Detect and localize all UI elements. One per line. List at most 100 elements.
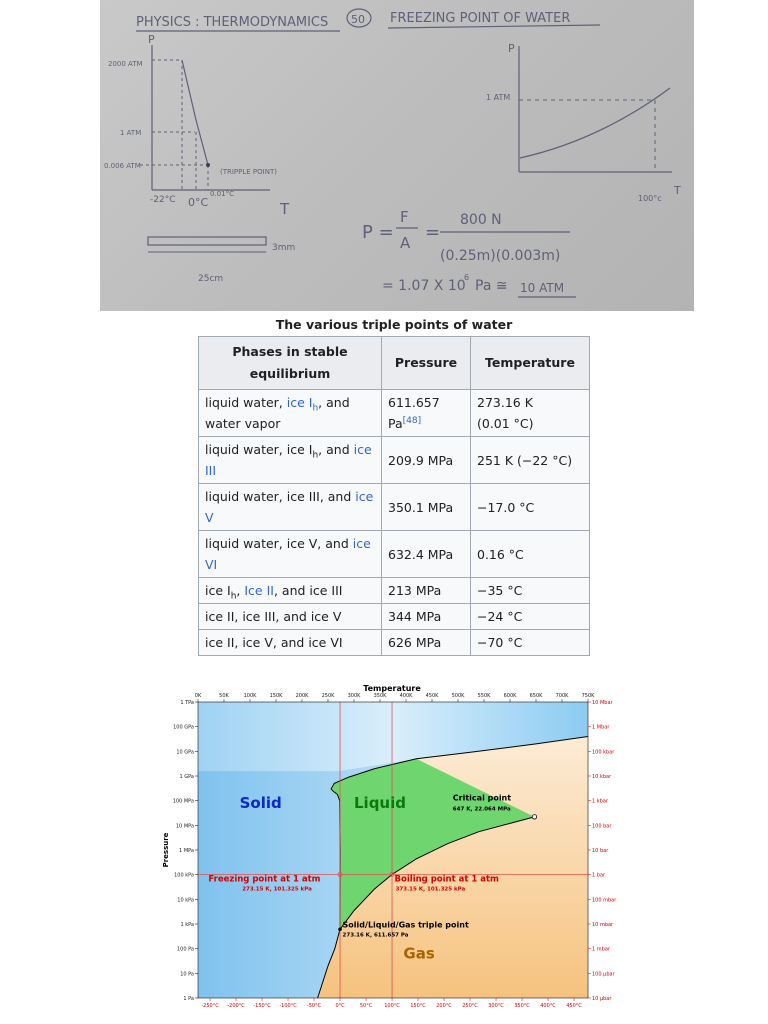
svg-text:25cm: 25cm bbox=[198, 274, 223, 284]
x-bottom-tick-label: 200°C bbox=[436, 1003, 452, 1009]
y-left-tick-label: 100 GPa bbox=[173, 725, 194, 731]
x-top-tick-label: 650K bbox=[530, 693, 544, 699]
pressure-cell: 209.9 MPa bbox=[381, 436, 471, 484]
temperature-cell: −24 °C bbox=[470, 603, 590, 630]
y-right-tick-label: 10 Mbar bbox=[592, 700, 614, 706]
vaporization-curve bbox=[339, 816, 535, 930]
y-right-tick-label: 10 bar bbox=[592, 848, 609, 854]
pressure-cell: 350.1 MPa bbox=[381, 483, 471, 531]
solid-label: Solid bbox=[240, 794, 282, 812]
y-right-tick-label: 100 mbar bbox=[592, 897, 617, 903]
y-left-tick-label: 10 kPa bbox=[177, 897, 194, 903]
x-top-tick-label: 300K bbox=[348, 693, 362, 699]
critical-point-marker bbox=[531, 814, 538, 820]
x-bottom-tick-label: 300°C bbox=[488, 1003, 504, 1009]
x-bottom-tick-label: 0°C bbox=[335, 1003, 345, 1009]
svg-text:10 ATM: 10 ATM bbox=[520, 281, 564, 295]
y-left-tick-label: 1 kPa bbox=[180, 922, 194, 928]
ice-ii-link[interactable]: Ice II bbox=[244, 583, 274, 598]
x-top-tick-label: 600K bbox=[504, 693, 518, 699]
pressure-cell: 626 MPa bbox=[381, 629, 471, 656]
ice-v-link[interactable]: ice V bbox=[205, 489, 374, 525]
x-top-tick-label: 550K bbox=[478, 693, 492, 699]
svg-text:T: T bbox=[279, 200, 290, 218]
svg-text:P =: P = bbox=[362, 222, 394, 243]
x-bottom-tick-label: 100°C bbox=[384, 1003, 400, 1009]
svg-text:800 N: 800 N bbox=[460, 212, 502, 228]
y-right-tick-label: 1 mbar bbox=[592, 947, 611, 953]
y-left-tick-label: 10 Pa bbox=[180, 971, 194, 977]
critical-point-label: Critical point bbox=[453, 794, 511, 803]
svg-text:6: 6 bbox=[464, 273, 469, 282]
left-sketch-graph: P T 2000 ATM 1 ATM 0.006 ATM (TRIPPLE PO… bbox=[104, 33, 290, 218]
svg-text:-22°C: -22°C bbox=[150, 195, 175, 205]
ice-iii-link[interactable]: ice III bbox=[205, 442, 372, 478]
y-right-tick-label: 1 bar bbox=[592, 873, 606, 879]
high-pressure-solid-region bbox=[198, 702, 588, 772]
phases-cell: ice Ih, Ice II, and ice III bbox=[198, 577, 382, 604]
y-right-tick-label: 100 kbar bbox=[592, 749, 615, 755]
ice-ih-link[interactable]: ice Ih bbox=[286, 395, 319, 414]
svg-text:F: F bbox=[400, 208, 409, 226]
y-right-tick-label: 1 kbar bbox=[592, 799, 609, 805]
x-bottom-tick-label: 450°C bbox=[566, 1003, 582, 1009]
gas-label: Gas bbox=[403, 945, 434, 963]
boiling-point-value: 373.15 K, 101.325 kPa bbox=[396, 887, 466, 893]
x-top-tick-label: 200K bbox=[296, 693, 310, 699]
table-header-row: Phases in stable equilibrium Pressure Te… bbox=[198, 336, 590, 390]
liquid-region bbox=[331, 758, 535, 930]
y-left-tick-label: 100 MPa bbox=[173, 799, 194, 805]
svg-text:A: A bbox=[400, 234, 411, 252]
pressure-cell: 213 MPa bbox=[381, 577, 471, 604]
freezing-point-value: 273.15 K, 101.325 kPa bbox=[242, 887, 312, 893]
y-left-tick-label: 100 Pa bbox=[177, 947, 194, 953]
x-top-tick-label: 250K bbox=[322, 693, 336, 699]
reference-48-link[interactable]: [48] bbox=[402, 415, 422, 426]
x-top-tick-label: 400K bbox=[400, 693, 414, 699]
x-top-tick-label: 450K bbox=[426, 693, 440, 699]
x-bottom-tick-label: -250°C bbox=[201, 1003, 219, 1009]
table-row: liquid water, ice Ih, and water vapor 61… bbox=[198, 389, 590, 437]
temperature-cell: −35 °C bbox=[470, 577, 590, 604]
table-row: ice Ih, Ice II, and ice III 213 MPa −35 … bbox=[198, 577, 590, 604]
pressure-equation: P = F A = 800 N (0.25m)(0.003m) = 1.07 X… bbox=[362, 208, 576, 298]
svg-text:1 ATM: 1 ATM bbox=[486, 93, 510, 102]
x-top-tick-label: 100K bbox=[244, 693, 258, 699]
svg-text:=: = bbox=[425, 222, 440, 243]
table-row: liquid water, ice V, and ice VI 632.4 MP… bbox=[198, 530, 590, 578]
column-header-temperature: Temperature bbox=[470, 336, 590, 390]
pressure-cell: 611.657 Pa[48] bbox=[381, 389, 471, 437]
x-bottom-tick-label: -50°C bbox=[307, 1003, 322, 1009]
x-bottom-tick-label: 250°C bbox=[462, 1003, 478, 1009]
y-left-tick-label: 10 MPa bbox=[176, 823, 194, 829]
x-bottom-tick-label: 350°C bbox=[514, 1003, 530, 1009]
sublimation-curve bbox=[317, 929, 341, 999]
table-row: liquid water, ice Ih, and ice III 209.9 … bbox=[198, 436, 590, 484]
x-bottom-tick-label: 400°C bbox=[540, 1003, 556, 1009]
x-top-tick-label: 150K bbox=[270, 693, 284, 699]
svg-text:P: P bbox=[508, 42, 515, 55]
water-phase-diagram: Temperature Pressure 0K 50K 100K 150K 200K 25… bbox=[162, 684, 618, 1009]
table-row: ice II, ice III, and ice V 344 MPa −24 °… bbox=[198, 603, 590, 630]
phases-cell: ice II, ice III, and ice V bbox=[198, 603, 382, 630]
x-bottom-tick-label: -100°C bbox=[279, 1003, 297, 1009]
svg-text:3mm: 3mm bbox=[272, 243, 295, 253]
y-left-tick-label: 1 TPa bbox=[180, 700, 194, 706]
column-header-phases: Phases in stable equilibrium bbox=[198, 336, 382, 390]
svg-text:(0.25m)(0.003m): (0.25m)(0.003m) bbox=[440, 248, 560, 264]
board-circled-number: 50 bbox=[351, 13, 365, 26]
ice-vi-link[interactable]: ice VI bbox=[205, 536, 371, 572]
y-right-tick-label: 1 Mbar bbox=[592, 725, 610, 731]
axis-ticks: 0K 50K 100K 150K 200K 250K 300K 350K 400K 450K 500… bbox=[173, 693, 618, 1009]
svg-text:0.006 ATM: 0.006 ATM bbox=[104, 162, 141, 170]
x-bottom-tick-label: -150°C bbox=[253, 1003, 271, 1009]
temperature-cell: 0.16 °C bbox=[470, 530, 590, 578]
y-left-tick-label: 10 GPa bbox=[176, 749, 194, 755]
triple-point-label: Solid/Liquid/Gas triple point bbox=[343, 921, 469, 930]
svg-text:T: T bbox=[673, 184, 681, 197]
plot-area bbox=[197, 701, 589, 999]
x-top-tick-label: 700K bbox=[556, 693, 570, 699]
temperature-cell: −17.0 °C bbox=[470, 483, 590, 531]
triple-point-marker bbox=[338, 927, 342, 932]
svg-text:(TRIPPLE POINT): (TRIPPLE POINT) bbox=[220, 168, 277, 176]
